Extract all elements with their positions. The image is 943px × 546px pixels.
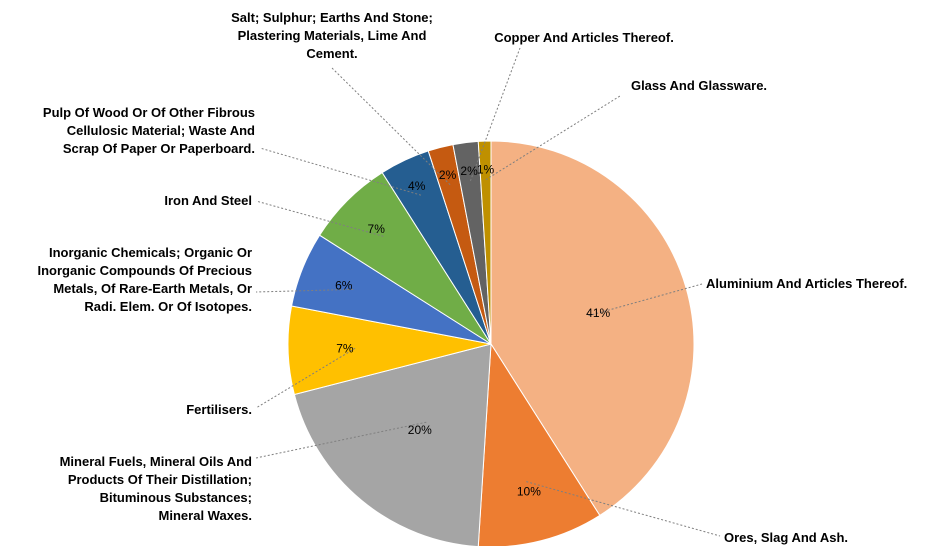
pie-slice <box>490 140 695 517</box>
slice-percent-label: 7% <box>336 342 354 356</box>
category-label: Fertilisers. <box>186 402 252 417</box>
pie-slice <box>477 342 601 546</box>
slice-percent-label: 1% <box>477 163 495 177</box>
leader-line <box>255 347 356 409</box>
category-label: Copper And Articles Thereof. <box>494 30 674 45</box>
slice-percent-label: 2% <box>439 168 457 182</box>
pie-slice <box>477 140 492 345</box>
category-label: Ores, Slag And Ash. <box>724 530 848 545</box>
slice-percent-label: 6% <box>335 279 353 293</box>
slice-percent-label: 20% <box>408 423 432 437</box>
slice-percent-label: 2% <box>460 164 478 178</box>
category-label: Pulp Of Wood Or Of Other Fibrous Cellulos… <box>43 105 255 156</box>
category-label: Aluminium And Articles Thereof. <box>706 276 907 291</box>
category-label: Glass And Glassware. <box>631 78 767 93</box>
slice-percent-label: 41% <box>586 306 610 320</box>
category-label: Inorganic Chemicals; Organic Or Inorganic… <box>37 245 252 314</box>
leader-line <box>255 288 354 293</box>
pie-slices <box>287 140 695 546</box>
slice-percent-label: 4% <box>408 179 426 193</box>
pie-slice <box>293 343 492 546</box>
slice-percent-label: 7% <box>368 222 386 236</box>
category-label: Iron And Steel <box>164 193 252 208</box>
leader-line <box>255 421 427 459</box>
category-label: Mineral Fuels, Mineral Oils And Products … <box>60 454 252 523</box>
category-label: Salt; Sulphur; Earths And Stone; Plasteri… <box>231 10 433 61</box>
percent-labels: 41%10%20%7%6%7%4%2% 2% 1% <box>335 163 610 499</box>
slice-percent-label: 10% <box>517 485 541 499</box>
leader-lines <box>255 47 721 537</box>
leader-line <box>526 481 721 537</box>
category-labels: Aluminium And Articles Thereof. Ores, Sla… <box>37 10 907 545</box>
